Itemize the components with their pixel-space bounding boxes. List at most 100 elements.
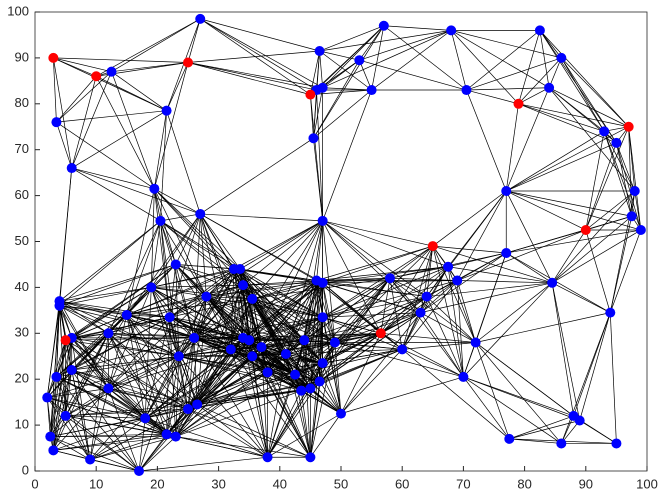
edge (175, 264, 234, 270)
edge (53, 57, 112, 73)
node (580, 225, 591, 236)
edge (420, 280, 458, 313)
edge (242, 220, 323, 286)
edge (239, 268, 320, 382)
node (314, 46, 325, 57)
edge (65, 339, 109, 389)
edge (248, 298, 253, 341)
edge (144, 349, 232, 419)
edge (401, 312, 421, 350)
edge (267, 390, 302, 458)
edge (551, 282, 611, 313)
node (556, 52, 567, 63)
edge (178, 296, 207, 357)
node (262, 367, 273, 378)
x-tick-label: 100 (636, 476, 658, 491)
edge (506, 142, 617, 192)
edge (230, 269, 241, 350)
edge (175, 213, 201, 265)
edge (126, 298, 253, 316)
node (556, 438, 567, 449)
edge (108, 332, 195, 339)
edge (585, 190, 635, 231)
node (280, 348, 291, 359)
edge (138, 436, 176, 472)
edge (303, 340, 342, 414)
edge (322, 220, 336, 343)
edge (65, 369, 73, 416)
edge (111, 71, 155, 189)
node (375, 328, 386, 339)
edge (187, 18, 201, 63)
node (611, 438, 622, 449)
y-tick-label: 50 (15, 233, 29, 248)
edge (53, 57, 97, 77)
edge (126, 314, 167, 435)
edge (206, 268, 235, 297)
edge (59, 220, 161, 307)
edge (548, 57, 562, 88)
edge (239, 268, 311, 389)
node (238, 280, 249, 291)
edge (242, 298, 253, 338)
edge (340, 349, 403, 414)
edge (150, 287, 170, 318)
edge (475, 342, 510, 439)
edge (197, 353, 287, 405)
edge (457, 229, 586, 281)
edge (108, 388, 176, 437)
node (192, 399, 203, 410)
node (103, 383, 114, 394)
edge (154, 188, 207, 297)
edge (561, 415, 574, 444)
edge (322, 220, 449, 268)
edge (243, 332, 381, 339)
edge (585, 215, 632, 231)
edge (46, 369, 72, 398)
node (121, 309, 132, 320)
node (173, 351, 184, 362)
edge (389, 277, 458, 281)
edge (160, 220, 244, 286)
edge (178, 339, 250, 357)
edge (285, 353, 342, 414)
edge (505, 87, 550, 192)
node (183, 57, 193, 68)
edge (340, 333, 382, 414)
edge (56, 376, 146, 419)
edge (71, 337, 91, 460)
node (256, 342, 267, 353)
edge (451, 30, 562, 59)
edge (518, 87, 550, 105)
edge (150, 220, 161, 288)
edge (242, 316, 323, 339)
edge (609, 229, 642, 313)
edge (248, 220, 323, 341)
edge (551, 282, 581, 421)
edge (573, 312, 611, 417)
edge (71, 76, 97, 169)
edge (71, 369, 176, 437)
edge (154, 62, 189, 189)
node (504, 433, 515, 444)
edge (126, 268, 241, 316)
node (42, 392, 53, 403)
edge (126, 213, 201, 316)
edge (450, 30, 519, 105)
edge (420, 252, 507, 313)
edge (389, 277, 476, 343)
edge (53, 369, 73, 451)
edge (261, 316, 323, 348)
edge (380, 278, 391, 334)
edge (175, 264, 207, 297)
edge (206, 296, 232, 350)
edge (187, 296, 207, 410)
node (629, 186, 640, 197)
edge (334, 277, 391, 343)
edge (267, 340, 305, 458)
edge (169, 316, 250, 341)
node (623, 121, 634, 132)
node (513, 98, 524, 109)
edge (432, 245, 476, 343)
